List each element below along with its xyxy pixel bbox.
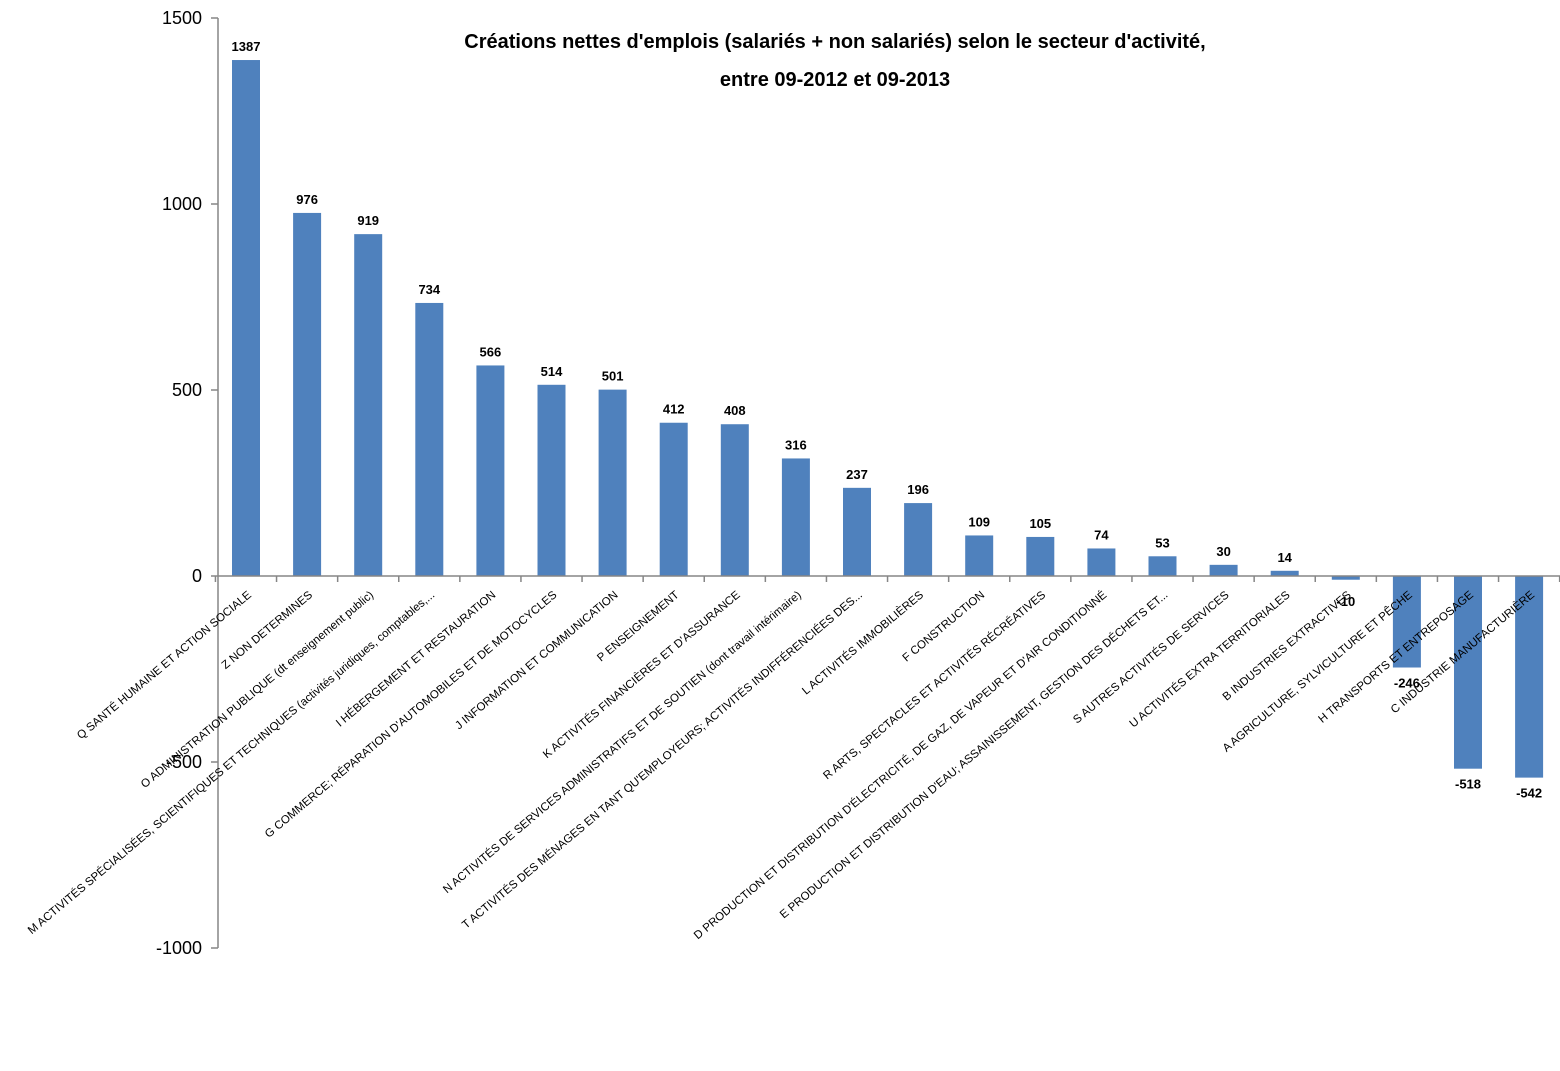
value-label: 412 bbox=[663, 402, 685, 417]
bar bbox=[659, 422, 688, 576]
x-category-label: L ACTIVITÉS IMMOBILIÈRES bbox=[800, 588, 927, 697]
bar bbox=[843, 487, 871, 576]
bar bbox=[1454, 576, 1482, 769]
y-tick-label: 1500 bbox=[162, 8, 202, 28]
bar bbox=[1026, 536, 1055, 576]
chart-title-line-2: entre 09-2012 et 09-2013 bbox=[720, 69, 950, 91]
value-label: -542 bbox=[1516, 786, 1542, 801]
value-label: 734 bbox=[418, 282, 440, 297]
x-category-label: M ACTIVITÉS SPÉCIALISÉES, SCIENTIFIQUES … bbox=[25, 588, 437, 937]
y-tick-label: 1000 bbox=[162, 194, 202, 214]
bar bbox=[1392, 576, 1421, 668]
value-label: 196 bbox=[907, 482, 929, 497]
x-category-label: G COMMERCE; RÉPARATION D'AUTOMOBILES ET … bbox=[262, 588, 559, 840]
bar bbox=[781, 458, 810, 576]
bar bbox=[720, 424, 749, 576]
x-axis bbox=[214, 575, 1560, 582]
bars bbox=[232, 60, 1544, 778]
value-label: 408 bbox=[724, 403, 746, 418]
value-label: 1387 bbox=[232, 39, 261, 54]
value-label: 566 bbox=[480, 344, 502, 359]
value-label: 514 bbox=[541, 364, 563, 379]
bar bbox=[1209, 564, 1238, 576]
y-tick-label: -1000 bbox=[156, 938, 202, 958]
value-label: 237 bbox=[846, 467, 868, 482]
value-label: 30 bbox=[1216, 544, 1230, 559]
bar bbox=[232, 60, 260, 576]
x-category-label: O ADMINISTRATION PUBLIQUE (dt enseigneme… bbox=[139, 589, 376, 791]
bar bbox=[598, 389, 627, 576]
value-label: -246 bbox=[1394, 676, 1420, 691]
value-label: 501 bbox=[602, 369, 624, 384]
chart-title-line-1: Créations nettes d'emplois (salariés + n… bbox=[464, 31, 1205, 53]
y-tick-label: -500 bbox=[166, 752, 202, 772]
x-category-label: E PRODUCTION ET DISTRIBUTION D'EAU; ASSA… bbox=[777, 588, 1170, 921]
bar bbox=[1270, 570, 1299, 576]
value-label: 14 bbox=[1277, 550, 1292, 565]
value-label: 919 bbox=[357, 213, 379, 228]
x-category-label: B INDUSTRIES EXTRACTIVES bbox=[1221, 589, 1354, 704]
value-label: 316 bbox=[785, 437, 807, 452]
value-label: 105 bbox=[1029, 516, 1051, 531]
value-label: 74 bbox=[1094, 527, 1109, 542]
bar bbox=[293, 212, 322, 577]
bar bbox=[1148, 556, 1177, 576]
value-label: -518 bbox=[1455, 777, 1481, 792]
value-labels: 1387 976 919 734 566 514 501 412 408 316 237 196 109… bbox=[232, 39, 1543, 801]
y-tick-label: 0 bbox=[192, 566, 202, 586]
bar bbox=[354, 234, 383, 576]
value-label: 109 bbox=[968, 514, 990, 529]
x-category-label: T ACTIVITÉS DES MÉNAGES EN TANT QU'EMPLO… bbox=[460, 588, 865, 931]
value-label: 53 bbox=[1155, 535, 1169, 550]
bar bbox=[965, 535, 994, 576]
bar bbox=[476, 365, 505, 576]
bar bbox=[415, 302, 444, 576]
bar bbox=[904, 503, 933, 576]
y-tick-label: 500 bbox=[172, 380, 202, 400]
bar bbox=[1515, 576, 1544, 778]
value-label: -10 bbox=[1336, 594, 1355, 609]
value-label: 976 bbox=[296, 192, 318, 207]
x-category-label: R ARTS, SPECTACLES ET ACTIVITÉS RÉCRÉATI… bbox=[821, 588, 1049, 782]
bar bbox=[1087, 548, 1116, 576]
bar bbox=[1331, 576, 1360, 580]
x-category-label: D PRODUCTION ET DISTRIBUTION D'ÉLECTRICI… bbox=[691, 588, 1109, 942]
y-axis: 1500 1000 500 0 -500 -1000 bbox=[156, 8, 219, 958]
bar bbox=[537, 384, 566, 576]
